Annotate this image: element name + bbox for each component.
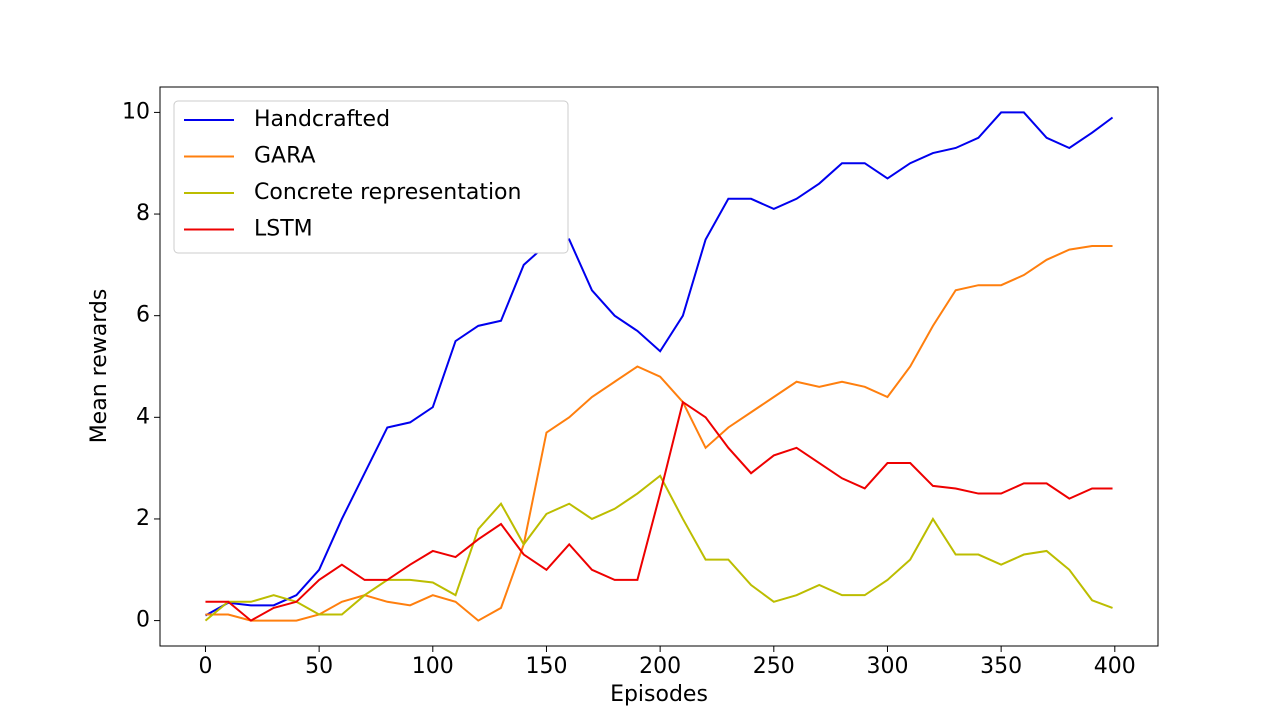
x-tick-label: 250 (753, 654, 795, 679)
x-tick-label: 300 (866, 654, 908, 679)
series-line (205, 400, 1113, 622)
legend: Handcrafted GARA Concrete representation LS… (173, 100, 569, 254)
legend-label: LSTM (254, 217, 313, 242)
legend-label: Handcrafted (254, 107, 390, 132)
x-tick-label: 400 (1094, 654, 1136, 679)
series-line (204, 111, 1114, 617)
y-tick-label: 0 (136, 608, 150, 633)
x-tick-label: 100 (412, 654, 454, 679)
legend-label: GARA (254, 144, 316, 169)
x-tick-label: 200 (639, 654, 681, 679)
plot-frame (159, 86, 1159, 647)
y-tick-label: 8 (136, 201, 150, 226)
series-line (205, 245, 1113, 622)
x-tick-label: 50 (305, 654, 333, 679)
x-tick-label: 0 (198, 654, 212, 679)
x-axis-label: Episodes (610, 682, 708, 707)
x-tick-label: 150 (525, 654, 567, 679)
y-tick-label: 10 (122, 99, 150, 124)
y-tick-label: 2 (136, 506, 150, 531)
legend-box (173, 100, 569, 254)
series-line (204, 474, 1113, 622)
y-tick-label: 4 (136, 404, 150, 429)
y-tick-label: 6 (136, 303, 150, 328)
y-axis-label: Mean rewards (87, 289, 112, 444)
legend-label: Concrete representation (254, 180, 521, 205)
x-tick-label: 350 (980, 654, 1022, 679)
